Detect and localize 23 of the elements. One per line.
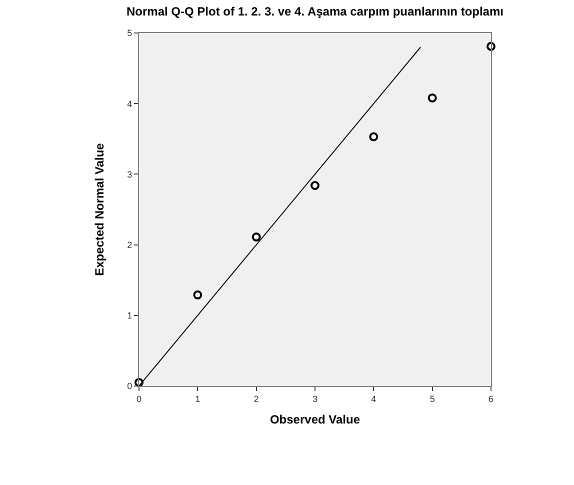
point — [134, 378, 144, 387]
x-tick-label: 0 — [136, 394, 142, 404]
y-tick-label: 0 — [127, 381, 132, 392]
x-tick-label: 1 — [195, 394, 200, 404]
point — [252, 232, 261, 242]
x-tick-label: 4 — [371, 394, 376, 404]
x-tick-label: 2 — [254, 394, 259, 404]
x-tick-label: 6 — [488, 394, 494, 404]
x-tick-label: 5 — [430, 394, 435, 404]
point — [369, 132, 378, 142]
y-tick-label: 2 — [127, 240, 132, 250]
point — [193, 290, 202, 300]
point — [428, 93, 437, 102]
y-tick-label: 5 — [127, 28, 132, 38]
point — [486, 42, 496, 51]
y-tick-label: 3 — [127, 169, 132, 180]
x-tick-label: 3 — [312, 394, 318, 404]
chart-title: Normal Q-Q Plot of 1. 2. 3. ve 4. Aşama carpım puanlarının toplamı — [126, 4, 504, 19]
x-axis-title: Observed Value — [270, 412, 360, 427]
y-tick-label: 4 — [127, 98, 132, 109]
y-tick-label: 1 — [127, 310, 132, 321]
point — [310, 181, 320, 190]
y-axis-title: Expected Normal Value — [92, 142, 106, 276]
